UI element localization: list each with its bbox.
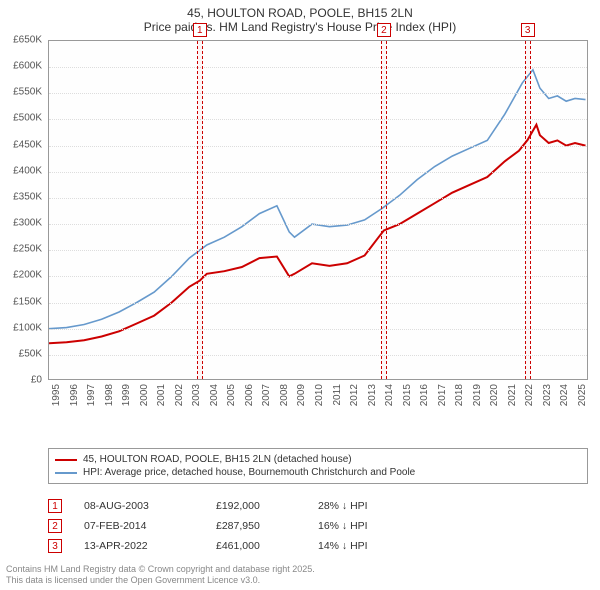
x-tick-label: 2016: [419, 384, 430, 406]
x-tick-label: 2010: [314, 384, 325, 406]
x-tick-label: 2002: [174, 384, 185, 406]
y-tick-label: £150K: [0, 296, 42, 307]
sale-row: 2 07-FEB-2014 £287,950 16% ↓ HPI: [48, 516, 588, 536]
x-tick-label: 1995: [51, 384, 62, 406]
gridline-h: [49, 355, 587, 356]
x-tick-label: 2005: [226, 384, 237, 406]
footer: Contains HM Land Registry data © Crown c…: [6, 564, 315, 586]
series-line: [49, 70, 586, 329]
gridline-h: [49, 250, 587, 251]
sale-marker: 2: [381, 41, 387, 379]
x-tick-label: 2017: [437, 384, 448, 406]
sale-delta: 28% ↓ HPI: [318, 500, 418, 512]
x-tick-label: 2006: [244, 384, 255, 406]
legend-label: 45, HOULTON ROAD, POOLE, BH15 2LN (detac…: [83, 454, 352, 465]
sale-row: 1 08-AUG-2003 £192,000 28% ↓ HPI: [48, 496, 588, 516]
x-tick-label: 2023: [542, 384, 553, 406]
x-tick-label: 2003: [191, 384, 202, 406]
gridline-h: [49, 67, 587, 68]
gridline-h: [49, 329, 587, 330]
x-tick-label: 2004: [209, 384, 220, 406]
x-tick-label: 1997: [86, 384, 97, 406]
sale-marker-num: 1: [193, 23, 207, 37]
footer-line1: Contains HM Land Registry data © Crown c…: [6, 564, 315, 575]
y-tick-label: £650K: [0, 35, 42, 46]
sale-marker-num: 3: [521, 23, 535, 37]
sale-num: 2: [48, 519, 62, 533]
x-tick-label: 1999: [121, 384, 132, 406]
sale-marker: 3: [525, 41, 531, 379]
sale-price: £192,000: [216, 500, 296, 512]
page-title: 45, HOULTON ROAD, POOLE, BH15 2LN: [0, 0, 600, 20]
plot-area: 123: [48, 40, 588, 380]
sale-delta: 14% ↓ HPI: [318, 540, 418, 552]
sale-num: 3: [48, 539, 62, 553]
legend: 45, HOULTON ROAD, POOLE, BH15 2LN (detac…: [48, 448, 588, 484]
y-tick-label: £550K: [0, 87, 42, 98]
chart-lines: [49, 41, 589, 381]
x-tick-label: 2000: [139, 384, 150, 406]
x-tick-label: 2014: [384, 384, 395, 406]
x-tick-label: 2018: [454, 384, 465, 406]
y-tick-label: £200K: [0, 270, 42, 281]
gridline-h: [49, 276, 587, 277]
x-tick-label: 2020: [489, 384, 500, 406]
y-tick-label: £300K: [0, 218, 42, 229]
gridline-h: [49, 146, 587, 147]
legend-row: HPI: Average price, detached house, Bour…: [55, 466, 581, 479]
gridline-h: [49, 198, 587, 199]
y-tick-label: £50K: [0, 348, 42, 359]
x-tick-label: 2022: [524, 384, 535, 406]
x-tick-label: 2009: [296, 384, 307, 406]
y-tick-label: £100K: [0, 322, 42, 333]
sale-price: £287,950: [216, 520, 296, 532]
sale-row: 3 13-APR-2022 £461,000 14% ↓ HPI: [48, 536, 588, 556]
y-tick-label: £250K: [0, 244, 42, 255]
sale-date: 08-AUG-2003: [84, 500, 194, 512]
x-tick-label: 2015: [402, 384, 413, 406]
x-tick-label: 2024: [559, 384, 570, 406]
gridline-h: [49, 224, 587, 225]
sale-marker: 1: [197, 41, 203, 379]
sales-table: 1 08-AUG-2003 £192,000 28% ↓ HPI 2 07-FEB-201…: [48, 496, 588, 556]
y-tick-label: £450K: [0, 139, 42, 150]
sale-num: 1: [48, 499, 62, 513]
gridline-h: [49, 93, 587, 94]
sale-date: 13-APR-2022: [84, 540, 194, 552]
sale-price: £461,000: [216, 540, 296, 552]
legend-label: HPI: Average price, detached house, Bour…: [83, 467, 415, 478]
sale-delta: 16% ↓ HPI: [318, 520, 418, 532]
series-line: [49, 125, 586, 344]
y-tick-label: £0: [0, 375, 42, 386]
legend-row: 45, HOULTON ROAD, POOLE, BH15 2LN (detac…: [55, 453, 581, 466]
sale-date: 07-FEB-2014: [84, 520, 194, 532]
x-tick-label: 1996: [69, 384, 80, 406]
x-tick-label: 2001: [156, 384, 167, 406]
gridline-h: [49, 119, 587, 120]
page-subtitle: Price paid vs. HM Land Registry's House …: [0, 20, 600, 38]
y-tick-label: £500K: [0, 113, 42, 124]
sale-marker-num: 2: [377, 23, 391, 37]
x-tick-label: 1998: [104, 384, 115, 406]
chart: 123 £0£50K£100K£150K£200K£250K£300K£350K…: [48, 40, 588, 410]
x-tick-label: 2007: [261, 384, 272, 406]
footer-line2: This data is licensed under the Open Gov…: [6, 575, 315, 586]
legend-swatch: [55, 472, 77, 474]
gridline-h: [49, 303, 587, 304]
x-tick-label: 2021: [507, 384, 518, 406]
x-tick-label: 2008: [279, 384, 290, 406]
legend-swatch: [55, 459, 77, 461]
x-tick-label: 2013: [367, 384, 378, 406]
x-tick-label: 2012: [349, 384, 360, 406]
x-tick-label: 2025: [577, 384, 588, 406]
y-tick-label: £400K: [0, 165, 42, 176]
y-tick-label: £350K: [0, 191, 42, 202]
gridline-h: [49, 172, 587, 173]
x-tick-label: 2011: [332, 384, 343, 406]
y-tick-label: £600K: [0, 61, 42, 72]
x-tick-label: 2019: [472, 384, 483, 406]
